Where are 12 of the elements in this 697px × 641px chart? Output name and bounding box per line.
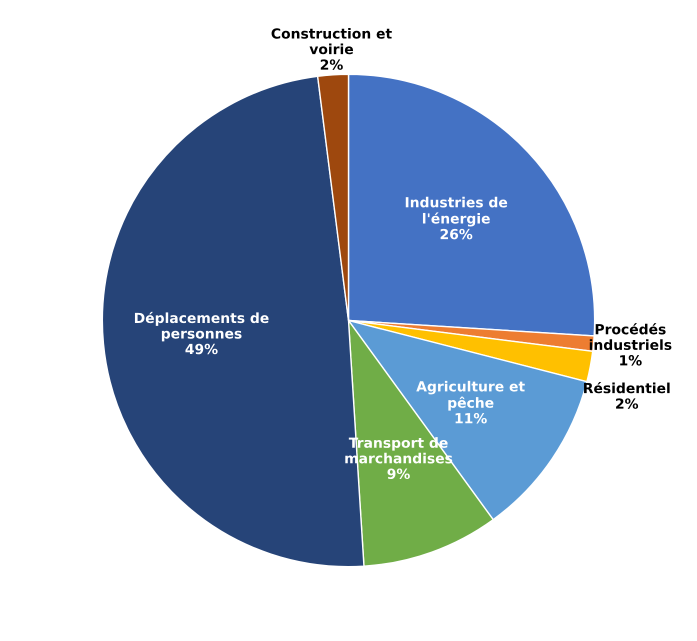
data-label: 2%: [616, 398, 638, 409]
slice-label: Agriculture et pêche: [416, 380, 525, 411]
slice-label: Construction et voirie: [272, 28, 392, 54]
data-label: 9%: [387, 468, 410, 480]
data-label: 49%: [185, 344, 218, 354]
data-label: 26%: [440, 228, 472, 240]
slice-label: Résidentiel: [584, 382, 670, 394]
data-label: 1%: [620, 355, 642, 366]
data-label: 11%: [456, 412, 487, 424]
slice-label: Industries de l'énergie: [406, 196, 508, 227]
slice-label: Déplacements de personnes: [134, 312, 269, 342]
data-label: 2%: [320, 59, 343, 70]
